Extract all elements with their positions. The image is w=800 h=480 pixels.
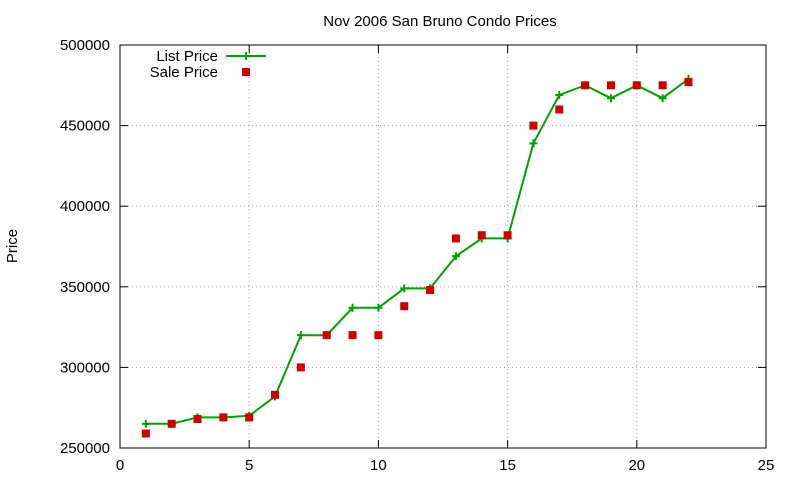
x-tick-label: 5 xyxy=(245,457,253,474)
sale-price-point xyxy=(632,81,641,90)
sale-price-point xyxy=(503,231,512,240)
sale-price-point xyxy=(555,105,564,114)
legend-label-sale-price: Sale Price xyxy=(150,64,218,81)
sale-price-point xyxy=(141,429,150,438)
y-tick-label: 400000 xyxy=(60,198,110,215)
x-tick-label: 0 xyxy=(116,457,124,474)
sale-price-point xyxy=(322,331,331,340)
list-price-point xyxy=(141,419,150,428)
list-price-point xyxy=(374,303,383,312)
x-tick-label: 25 xyxy=(758,457,775,474)
x-tick-label: 20 xyxy=(628,457,645,474)
sale-price-point xyxy=(219,413,228,422)
list-price-point xyxy=(348,303,357,312)
x-tick-label: 10 xyxy=(370,457,387,474)
list-price-line xyxy=(145,78,690,425)
sale-price-point xyxy=(271,390,280,399)
sale-price-point xyxy=(529,121,538,130)
y-tick-label: 450000 xyxy=(60,118,110,135)
sale-price-point xyxy=(477,231,486,240)
y-axis-label: Price xyxy=(4,229,21,263)
legend-label-list-price: List Price xyxy=(156,48,218,65)
list-price-point xyxy=(400,284,409,293)
sale-price-point xyxy=(684,78,693,87)
y-tick-label: 350000 xyxy=(60,279,110,296)
list-price-point xyxy=(555,90,564,99)
list-price-point xyxy=(606,94,615,103)
sale-price-point xyxy=(348,331,357,340)
sale-price-point xyxy=(193,414,202,423)
sale-price-point xyxy=(245,413,254,422)
y-tick-label: 300000 xyxy=(60,359,110,376)
sale-price-point xyxy=(606,81,615,90)
sale-price-point xyxy=(451,234,460,243)
list-price-point xyxy=(296,331,305,340)
sale-price-point xyxy=(581,81,590,90)
list-price-point xyxy=(658,94,667,103)
sale-price-point xyxy=(167,419,176,428)
list-price-point xyxy=(529,139,538,148)
series xyxy=(141,74,693,438)
sale-price-point xyxy=(296,363,305,372)
sale-price-point xyxy=(658,81,667,90)
sale-price-point xyxy=(374,331,383,340)
plot-frame xyxy=(119,44,767,449)
legend-marker-sale-price xyxy=(242,68,250,76)
y-tick-label: 250000 xyxy=(60,440,110,457)
y-tick-label: 500000 xyxy=(60,37,110,54)
chart-title: Nov 2006 San Bruno Condo Prices xyxy=(323,13,556,30)
sale-price-point xyxy=(426,286,435,295)
sale-price-point xyxy=(400,302,409,311)
x-tick-label: 15 xyxy=(499,457,516,474)
legend-marker-list-price xyxy=(242,52,250,60)
axis-ticks: 0 5 10 15 20 25 250000 300000 350000 400000 450000… xyxy=(60,37,774,474)
list-price-point xyxy=(451,252,460,261)
